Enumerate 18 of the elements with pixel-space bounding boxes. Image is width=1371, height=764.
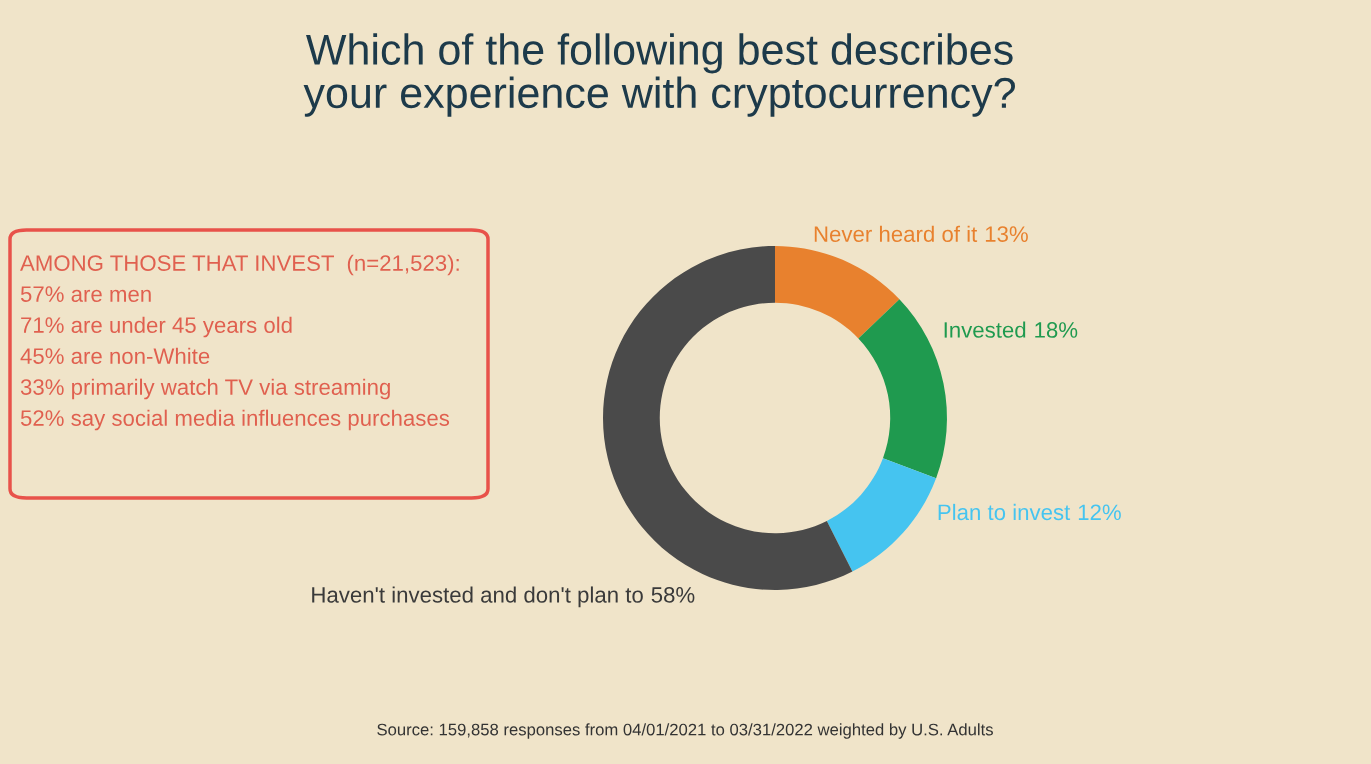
data-label: 12% <box>1078 504 1121 521</box>
text: AMONG THOSE THAT INVEST (n=21,523): <box>20 254 459 276</box>
data-label: 18% <box>1035 322 1078 338</box>
chart-title: Which of the following best describes your experience with cryptocurrency? <box>303 33 1015 117</box>
slice-label: Haven't invested and don't plan to <box>312 586 643 608</box>
slice-label: Plan to invest <box>938 503 1071 521</box>
data-label: 58% <box>651 587 695 603</box>
source-note: Source: 159,858 responses from 04/01/2021 to 03/31/2022 weighted by U.S. Adults <box>377 723 993 739</box>
slice-label: Never heard of it <box>814 225 978 242</box>
slice-label: Invested <box>944 321 1026 338</box>
text: 71% are under 45 years old <box>21 316 292 338</box>
donut-slice <box>775 246 900 339</box>
text: 33% primarily watch TV via streaming <box>20 378 390 400</box>
data-label: 13% <box>985 226 1028 242</box>
text: 57% are men <box>20 286 151 302</box>
text: 52% say social media influences purchases <box>20 409 450 431</box>
donut-slice <box>826 458 937 572</box>
text: 45% are non-White <box>20 347 210 364</box>
